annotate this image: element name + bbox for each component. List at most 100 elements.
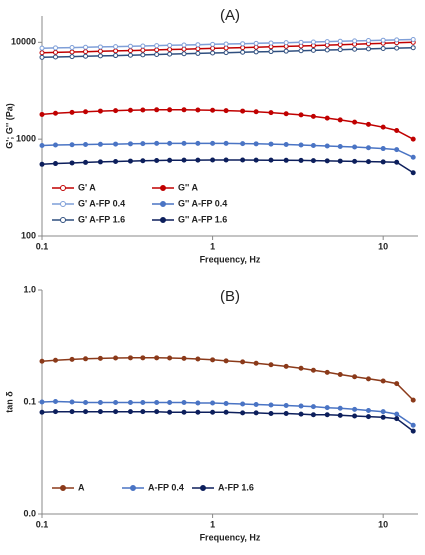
data-point xyxy=(310,404,316,410)
data-point xyxy=(253,141,259,147)
data-point xyxy=(53,142,59,148)
data-point xyxy=(352,46,358,52)
data-point xyxy=(97,48,103,54)
data-point xyxy=(337,412,343,418)
data-point xyxy=(394,416,400,422)
data-point xyxy=(97,53,103,59)
data-point xyxy=(253,410,259,416)
data-point xyxy=(310,158,316,164)
data-point xyxy=(283,363,289,369)
data-point xyxy=(181,399,187,405)
legend-marker xyxy=(60,217,66,223)
y-axis-label: G'; G'' (Pa) xyxy=(4,103,14,148)
legend-label: G' A xyxy=(78,182,96,192)
data-point xyxy=(210,45,216,51)
series-line xyxy=(41,142,414,158)
y-tick-label: 0.0 xyxy=(23,508,36,518)
data-point xyxy=(380,159,386,165)
data-point xyxy=(69,409,75,415)
data-point xyxy=(352,413,358,419)
data-point xyxy=(365,46,371,52)
data-point xyxy=(337,47,343,53)
data-point xyxy=(113,53,119,59)
data-point xyxy=(240,141,246,147)
data-point xyxy=(154,140,160,146)
data-point xyxy=(298,411,304,417)
data-point xyxy=(410,136,416,142)
data-point xyxy=(223,140,229,146)
data-point xyxy=(394,147,400,153)
data-point xyxy=(410,428,416,434)
data-point xyxy=(380,45,386,51)
data-point xyxy=(83,356,89,362)
data-point xyxy=(337,38,343,44)
data-point xyxy=(223,108,229,114)
data-point xyxy=(195,46,201,52)
legend-marker xyxy=(60,485,66,491)
data-point xyxy=(210,50,216,56)
data-point xyxy=(410,36,416,42)
data-point xyxy=(365,145,371,151)
data-point xyxy=(97,159,103,165)
data-point xyxy=(253,40,259,46)
data-point xyxy=(324,158,330,164)
legend-label: A-FP 0.4 xyxy=(148,482,184,492)
data-point xyxy=(53,49,59,55)
data-point xyxy=(167,355,173,361)
data-point xyxy=(97,355,103,361)
legend-label: A-FP 1.6 xyxy=(218,482,254,492)
legend-label: G' A-FP 0.4 xyxy=(78,198,125,208)
data-point xyxy=(310,47,316,53)
data-point xyxy=(352,374,358,380)
data-point xyxy=(240,41,246,47)
data-point xyxy=(113,158,119,164)
data-point xyxy=(298,403,304,409)
data-point xyxy=(181,107,187,113)
data-point xyxy=(394,159,400,165)
x-tick-label: 1 xyxy=(210,519,215,529)
data-point xyxy=(39,143,45,149)
data-point xyxy=(365,38,371,44)
data-point xyxy=(210,357,216,363)
data-point xyxy=(283,40,289,46)
data-point xyxy=(97,399,103,405)
legend-marker xyxy=(160,217,166,223)
data-point xyxy=(127,43,133,49)
data-point xyxy=(310,143,316,149)
data-point xyxy=(283,157,289,163)
data-point xyxy=(324,412,330,418)
data-point xyxy=(39,399,45,405)
data-point xyxy=(53,45,59,51)
data-point xyxy=(167,47,173,53)
data-point xyxy=(268,157,274,163)
data-point xyxy=(324,115,330,121)
data-point xyxy=(380,414,386,420)
data-point xyxy=(410,170,416,176)
data-point xyxy=(83,159,89,165)
legend-marker xyxy=(60,201,66,207)
data-point xyxy=(380,146,386,152)
data-point xyxy=(154,107,160,113)
data-point xyxy=(223,358,229,364)
data-point xyxy=(253,49,259,55)
data-point xyxy=(268,402,274,408)
data-point xyxy=(39,111,45,117)
series-line xyxy=(41,357,414,401)
data-point xyxy=(69,142,75,148)
data-point xyxy=(352,38,358,44)
data-point xyxy=(83,53,89,59)
data-point xyxy=(380,409,386,415)
data-point xyxy=(310,113,316,119)
data-point xyxy=(240,49,246,55)
data-point xyxy=(298,365,304,371)
data-point xyxy=(53,399,59,405)
data-point xyxy=(140,43,146,49)
data-point xyxy=(83,142,89,148)
data-point xyxy=(394,381,400,387)
data-point xyxy=(283,111,289,117)
data-point xyxy=(83,49,89,55)
data-point xyxy=(195,356,201,362)
data-point xyxy=(127,141,133,147)
data-point xyxy=(97,409,103,415)
